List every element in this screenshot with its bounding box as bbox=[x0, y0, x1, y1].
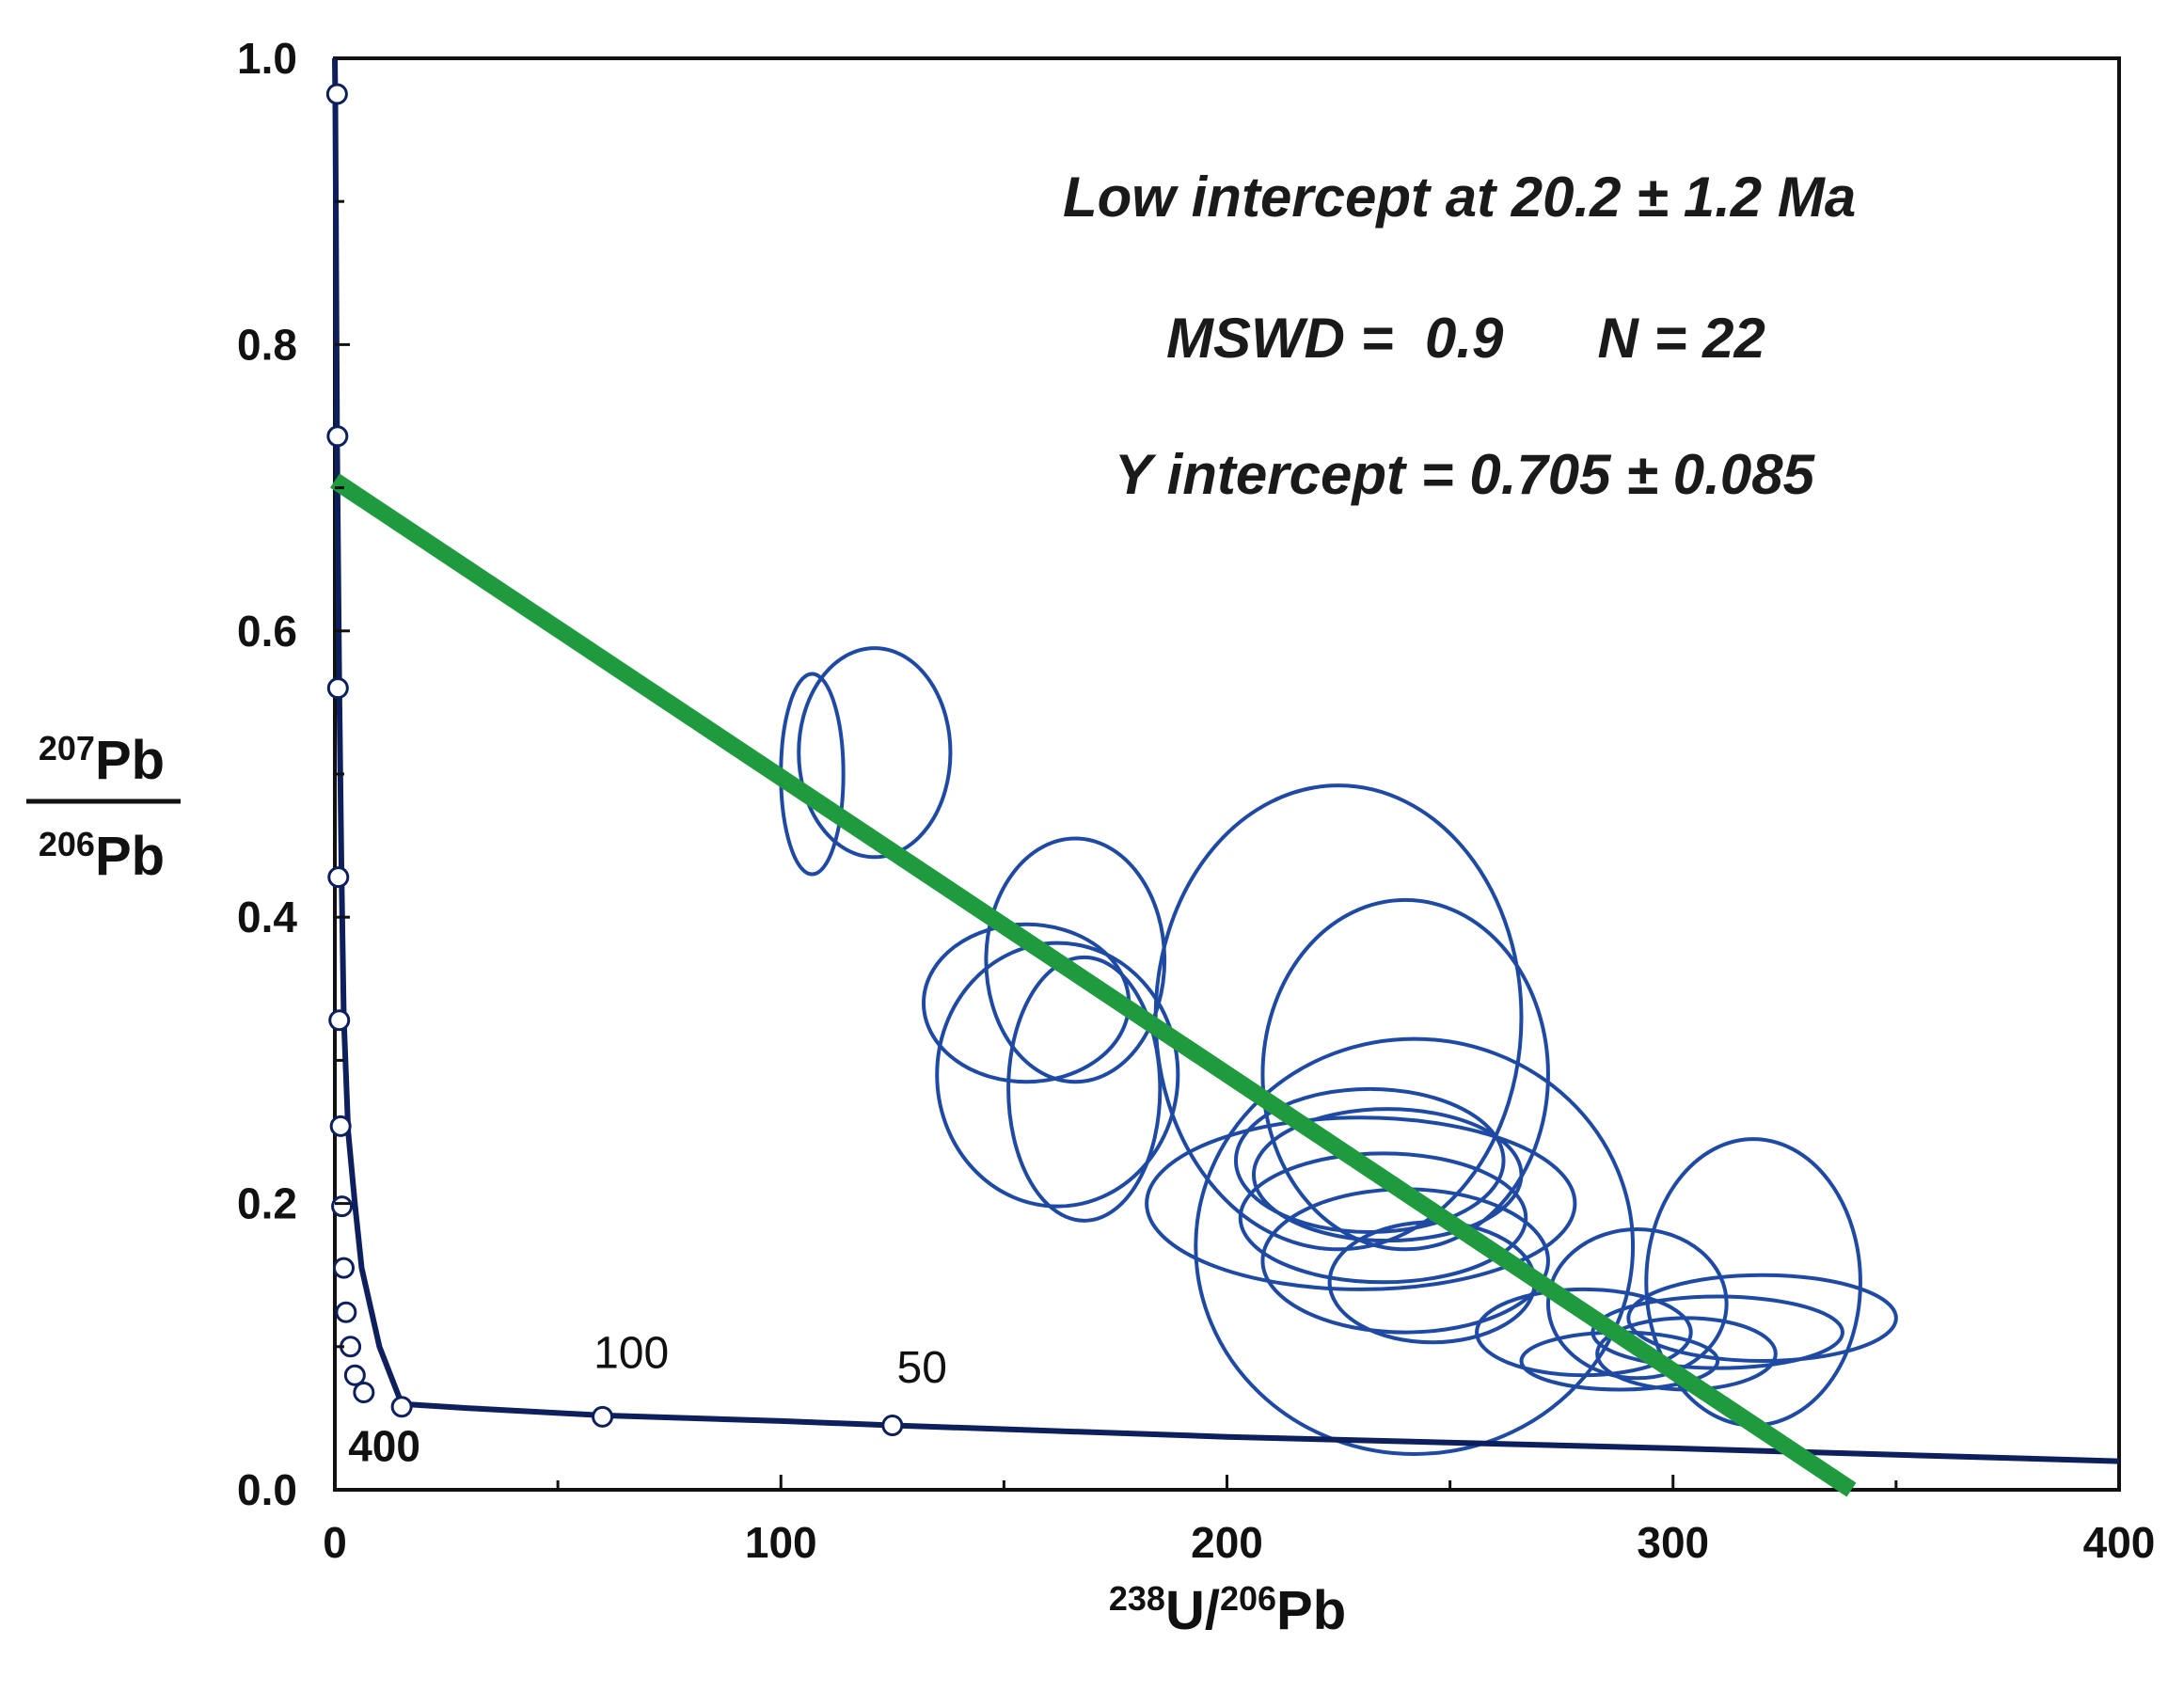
age-marker-14 bbox=[592, 1405, 614, 1428]
age-marker-3 bbox=[326, 677, 349, 700]
error-ellipse-2 bbox=[797, 646, 953, 860]
y-tick-label-1.0: 1.0 bbox=[237, 34, 297, 83]
age-label-400: 400 bbox=[348, 1422, 420, 1471]
regression-line bbox=[330, 473, 1857, 1497]
x-tick-label-200: 200 bbox=[1191, 1518, 1263, 1567]
plot-frame bbox=[333, 56, 2121, 1492]
age-marker-12 bbox=[353, 1382, 375, 1404]
error-ellipse-10 bbox=[1194, 1036, 1636, 1456]
x-axis-ticks: 0 100 200 300 400 bbox=[323, 1475, 2155, 1567]
age-marker-2 bbox=[326, 425, 349, 448]
error-ellipse-8 bbox=[1260, 897, 1550, 1252]
error-ellipse-9 bbox=[1145, 1115, 1577, 1291]
concordia-line bbox=[332, 57, 2120, 1464]
error-ellipses bbox=[779, 646, 1898, 1456]
y-axis-label: 207Pb 206Pb bbox=[26, 729, 181, 887]
y-label-sup-207: 207 bbox=[39, 729, 95, 767]
error-ellipse-12 bbox=[1251, 1107, 1524, 1243]
x-label-u: U/ bbox=[1165, 1580, 1220, 1641]
error-ellipse-3 bbox=[984, 836, 1167, 1084]
y-label-num-pb: Pb bbox=[95, 730, 165, 791]
y-label-den-pb: Pb bbox=[95, 826, 165, 887]
regression-fit-line bbox=[330, 473, 1857, 1497]
age-marker-11 bbox=[343, 1364, 366, 1386]
age-label-100: 100 bbox=[593, 1329, 669, 1379]
x-label-sup-238: 238 bbox=[1109, 1579, 1165, 1618]
error-ellipse-16 bbox=[1475, 1287, 1693, 1378]
x-tick-label-300: 300 bbox=[1637, 1518, 1709, 1567]
age-marker-15 bbox=[881, 1415, 904, 1437]
x-label-sup-206: 206 bbox=[1220, 1579, 1276, 1618]
x-tick-label-100: 100 bbox=[745, 1518, 817, 1567]
y-tick-label-0.0: 0.0 bbox=[237, 1465, 297, 1514]
age-label-50: 50 bbox=[897, 1343, 947, 1393]
error-ellipse-5 bbox=[1006, 955, 1163, 1223]
annotation-mswd: MSWD = 0.9 N = 22 bbox=[1166, 307, 1765, 370]
y-label-sup-206: 206 bbox=[39, 825, 95, 863]
y-tick-label-0.4: 0.4 bbox=[237, 893, 297, 941]
error-ellipse-6 bbox=[935, 941, 1180, 1209]
age-marker-1 bbox=[325, 83, 348, 105]
error-ellipse-17 bbox=[1545, 1226, 1729, 1381]
error-ellipse-22 bbox=[1591, 1294, 1844, 1370]
x-tick-label-400: 400 bbox=[2083, 1518, 2156, 1567]
x-label-pb: Pb bbox=[1276, 1580, 1346, 1641]
annotation-low-intercept: Low intercept at 20.2 ± 1.2 Ma bbox=[1063, 166, 1856, 229]
annotations: Low intercept at 20.2 ± 1.2 Ma MSWD = 0.… bbox=[1063, 166, 1856, 506]
age-marker-8 bbox=[332, 1257, 355, 1279]
age-marker-13 bbox=[390, 1396, 413, 1418]
error-ellipse-21 bbox=[1626, 1273, 1898, 1364]
concordia-curve bbox=[332, 57, 2120, 1464]
y-tick-label-0.6: 0.6 bbox=[237, 607, 297, 656]
y-tick-label-0.2: 0.2 bbox=[237, 1179, 297, 1228]
y-tick-label-0.8: 0.8 bbox=[237, 320, 297, 369]
svg-text:238U/206Pb: 238U/206Pb bbox=[1109, 1579, 1346, 1641]
x-axis-label: 238U/206Pb bbox=[1109, 1579, 1346, 1641]
annotation-y-intercept: Y intercept = 0.705 ± 0.085 bbox=[1115, 443, 1816, 506]
svg-text:207Pb: 207Pb bbox=[39, 729, 165, 791]
age-marker-7 bbox=[331, 1195, 354, 1218]
x-tick-label-0: 0 bbox=[323, 1518, 347, 1567]
svg-text:206Pb: 206Pb bbox=[39, 825, 165, 887]
age-marker-9 bbox=[335, 1301, 357, 1323]
age-marker-4 bbox=[327, 866, 350, 889]
age-marker-5 bbox=[328, 1009, 351, 1032]
age-labels: 400 100 50 bbox=[348, 1329, 947, 1471]
y-axis-ticks: 0.0 0.2 0.4 0.6 0.8 1.0 bbox=[237, 34, 350, 1514]
error-ellipse-14 bbox=[1238, 1151, 1528, 1285]
age-marker-6 bbox=[329, 1115, 352, 1137]
error-ellipse-11 bbox=[1233, 1086, 1506, 1235]
